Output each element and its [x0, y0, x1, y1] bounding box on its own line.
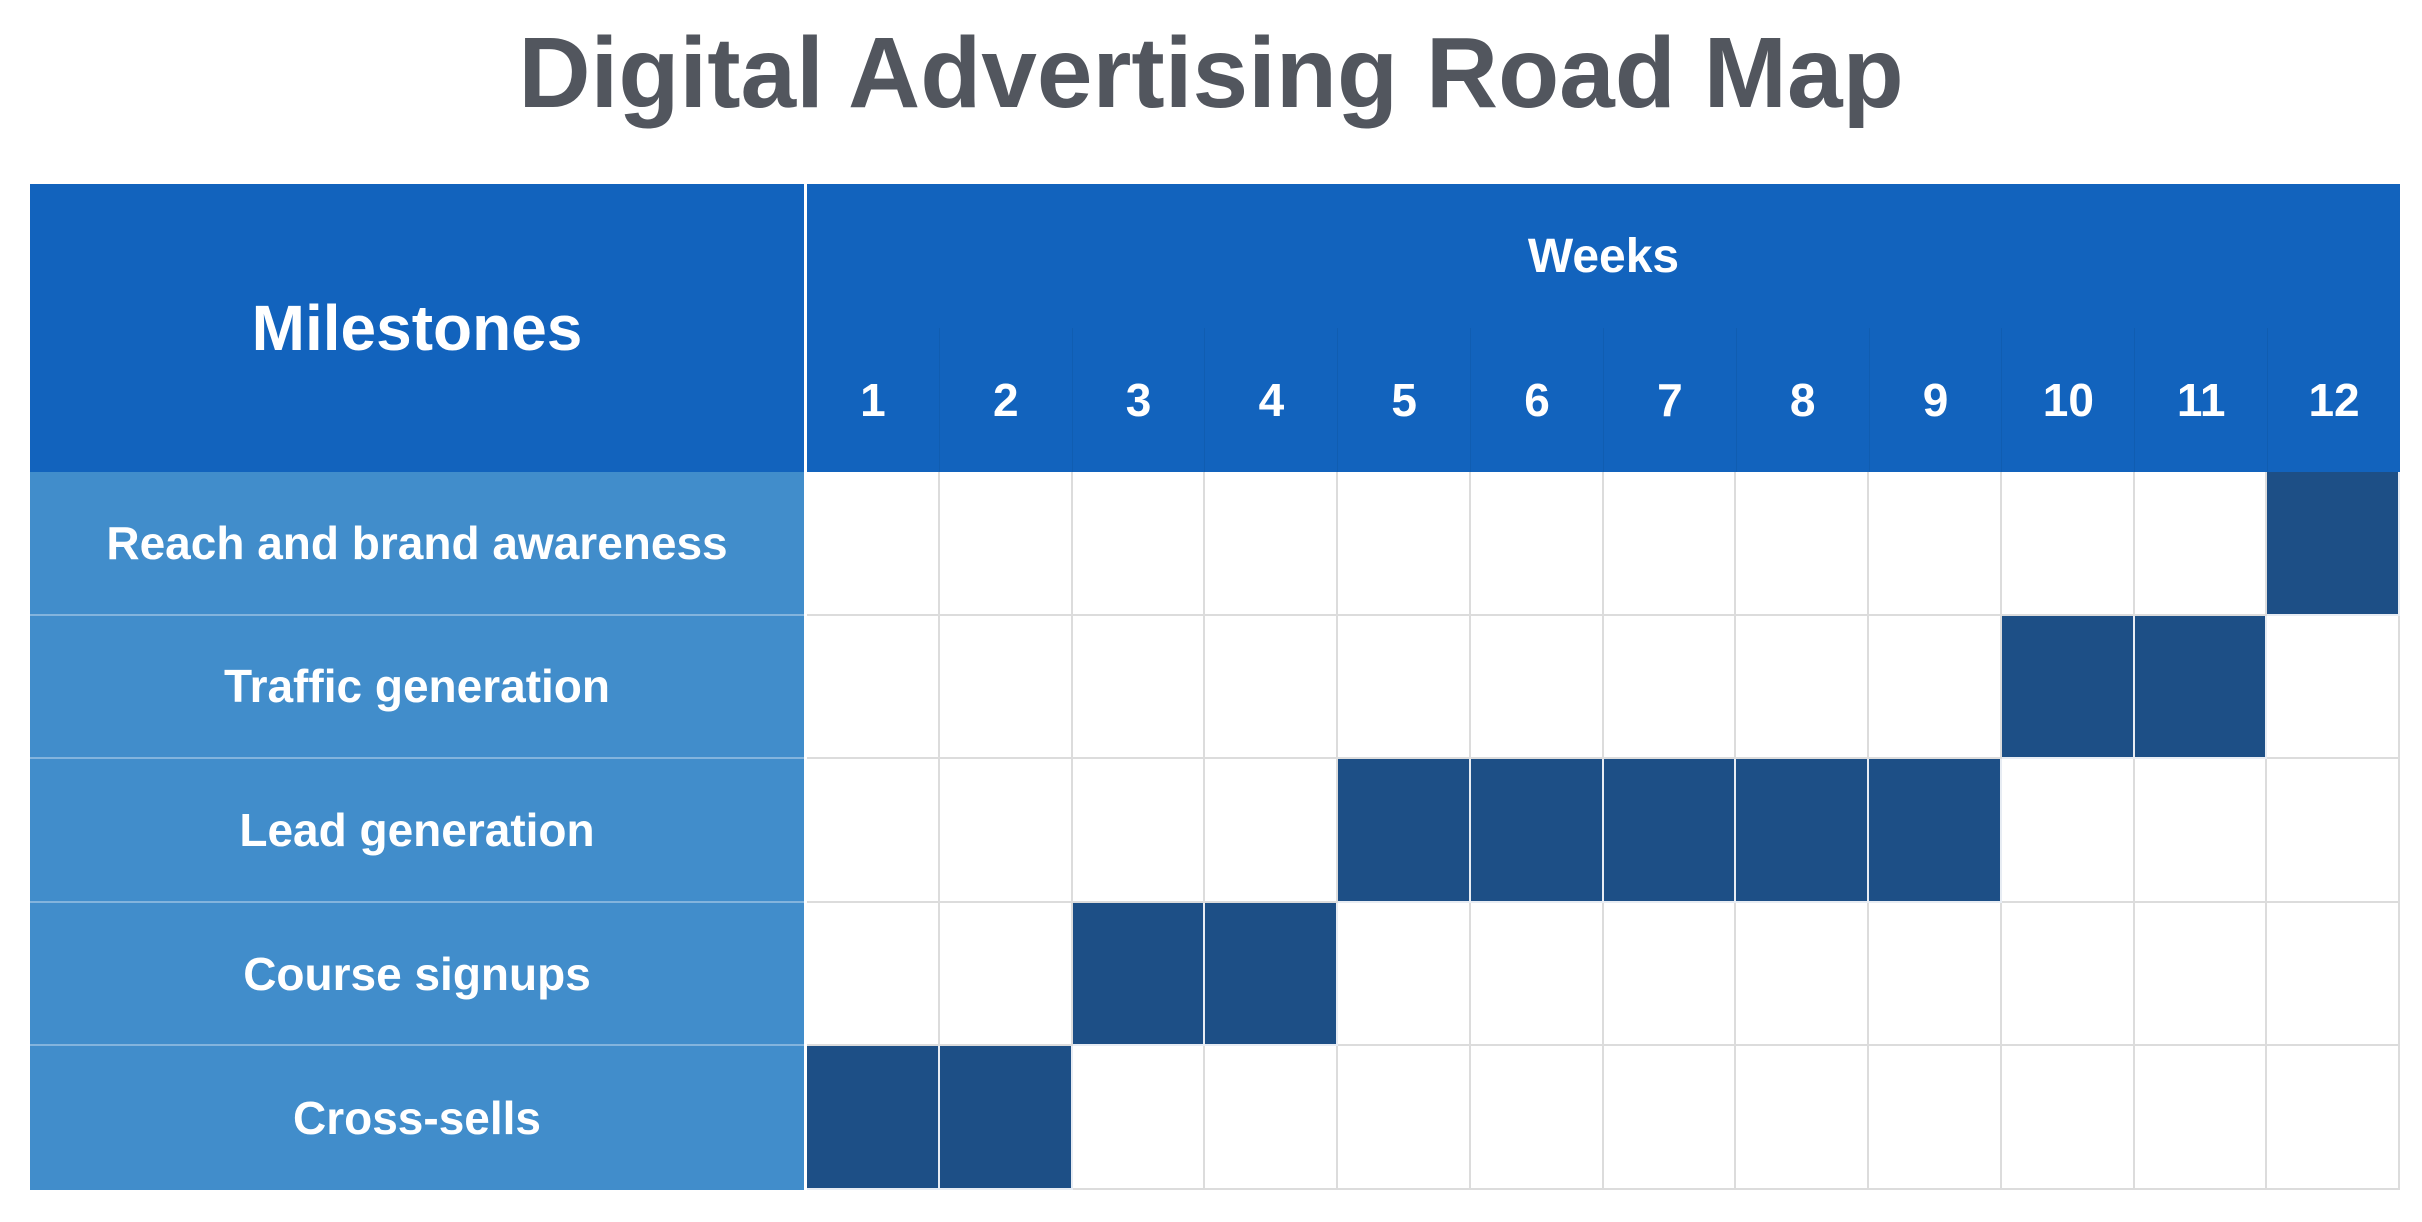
column-divider: [804, 184, 807, 1190]
week-cell: [2134, 902, 2268, 1047]
week-cell: [1205, 472, 1338, 616]
week-label-1: 1: [860, 374, 886, 426]
active-week-cell: [2267, 472, 2400, 616]
week-cell: [2267, 615, 2400, 760]
milestones-header: Milestones: [30, 184, 804, 472]
week-cells: [807, 472, 2400, 616]
active-week-cell: [807, 1046, 940, 1190]
week-cell: [1603, 472, 1737, 616]
milestone-label: Reach and brand awareness: [30, 472, 804, 616]
active-week-cell: [939, 1046, 1073, 1190]
week-cell: [1338, 615, 1471, 760]
week-cell: [1603, 1046, 1737, 1190]
week-cell: [939, 615, 1073, 760]
week-cell: [1869, 1046, 2002, 1190]
week-cell: [807, 759, 940, 903]
week-cell: [1736, 615, 1869, 760]
week-cell: [2267, 902, 2400, 1047]
week-cell: [2001, 1046, 2135, 1190]
week-cell: [807, 615, 940, 760]
week-cells: [807, 1046, 2400, 1190]
week-label-9: 9: [1868, 328, 2002, 472]
week-cell: [2267, 759, 2400, 903]
week-cell: [2267, 1046, 2400, 1190]
week-cell: [1603, 902, 1737, 1047]
week-cells: [807, 615, 2400, 760]
week-cell: [2001, 472, 2135, 616]
week-cell: [2001, 902, 2135, 1047]
week-cell: [1338, 902, 1471, 1047]
milestone-label: Traffic generation: [30, 615, 804, 760]
week-cell: [1072, 472, 1206, 616]
week-cell: [2134, 1046, 2268, 1190]
milestone-row: Traffic generation: [30, 615, 2400, 760]
week-cell: [807, 902, 940, 1047]
week-cell: [2134, 759, 2268, 903]
week-label-12: 12: [2267, 328, 2400, 472]
week-cell: [939, 472, 1073, 616]
week-cell: [1869, 472, 2002, 616]
week-cell: [1338, 1046, 1471, 1190]
active-week-cell: [1205, 902, 1338, 1047]
week-cell: [1072, 759, 1206, 903]
active-week-cell: [2001, 615, 2135, 760]
milestone-label: Lead generation: [30, 759, 804, 903]
week-label-7: 7: [1602, 328, 1736, 472]
week-cell: [1869, 902, 2002, 1047]
week-cell: [939, 902, 1073, 1047]
week-label-6: 6: [1470, 328, 1603, 472]
week-labels: 1 2 3 4 5 6 7 8 9 10 11 12: [807, 328, 2400, 472]
weeks-title: Weeks: [1527, 229, 1680, 283]
week-cell: [1470, 902, 1604, 1047]
week-label-2: 2: [938, 328, 1072, 472]
week-cell: [1205, 615, 1338, 760]
week-cell: [1072, 1046, 1206, 1190]
active-week-cell: [1869, 759, 2002, 903]
week-cell: [1736, 1046, 1869, 1190]
milestone-row: Course signups: [30, 902, 2400, 1047]
week-label-4: 4: [1204, 328, 1337, 472]
week-cell: [1470, 615, 1604, 760]
week-cell: [2134, 472, 2268, 616]
week-label-5: 5: [1337, 328, 1470, 472]
week-cell: [1205, 1046, 1338, 1190]
week-cell: [1072, 615, 1206, 760]
week-cell: [1338, 472, 1471, 616]
week-cell: [1736, 472, 1869, 616]
milestone-label: Course signups: [30, 902, 804, 1047]
active-week-cell: [1072, 902, 1206, 1047]
week-cells: [807, 759, 2400, 903]
active-week-cell: [1338, 759, 1471, 903]
week-cell: [1869, 615, 2002, 760]
milestone-row: Lead generation: [30, 759, 2400, 903]
week-label-11: 11: [2134, 328, 2267, 472]
active-week-cell: [1470, 759, 1604, 903]
weeks-header: Weeks 1 2 3 4 5 6 7 8 9 10 11 12: [807, 184, 2400, 472]
week-cell: [2001, 759, 2135, 903]
week-cell: [1603, 615, 1737, 760]
week-label-8: 8: [1735, 328, 1869, 472]
milestone-row: Cross-sells: [30, 1046, 2400, 1190]
week-cell: [1470, 1046, 1604, 1190]
week-cell: [1470, 472, 1604, 616]
week-cell: [807, 472, 940, 616]
week-cell: [1736, 902, 1869, 1047]
milestone-rows: Reach and brand awareness Traffic generat…: [30, 472, 2400, 1190]
week-label-3: 3: [1071, 328, 1205, 472]
roadmap-table: Milestones Weeks 1 2 3 4 5 6 7 8 9 10 11 12 Reach a…: [30, 184, 2400, 1190]
milestone-row: Reach and brand awareness: [30, 472, 2400, 616]
milestone-label: Cross-sells: [30, 1046, 804, 1190]
active-week-cell: [1736, 759, 1869, 903]
week-cell: [939, 759, 1073, 903]
week-cell: [1205, 759, 1338, 903]
week-label-10: 10: [2001, 328, 2134, 472]
week-cells: [807, 902, 2400, 1047]
active-week-cell: [2134, 615, 2268, 760]
active-week-cell: [1603, 759, 1737, 903]
page-title: Digital Advertising Road Map: [518, 17, 1904, 129]
